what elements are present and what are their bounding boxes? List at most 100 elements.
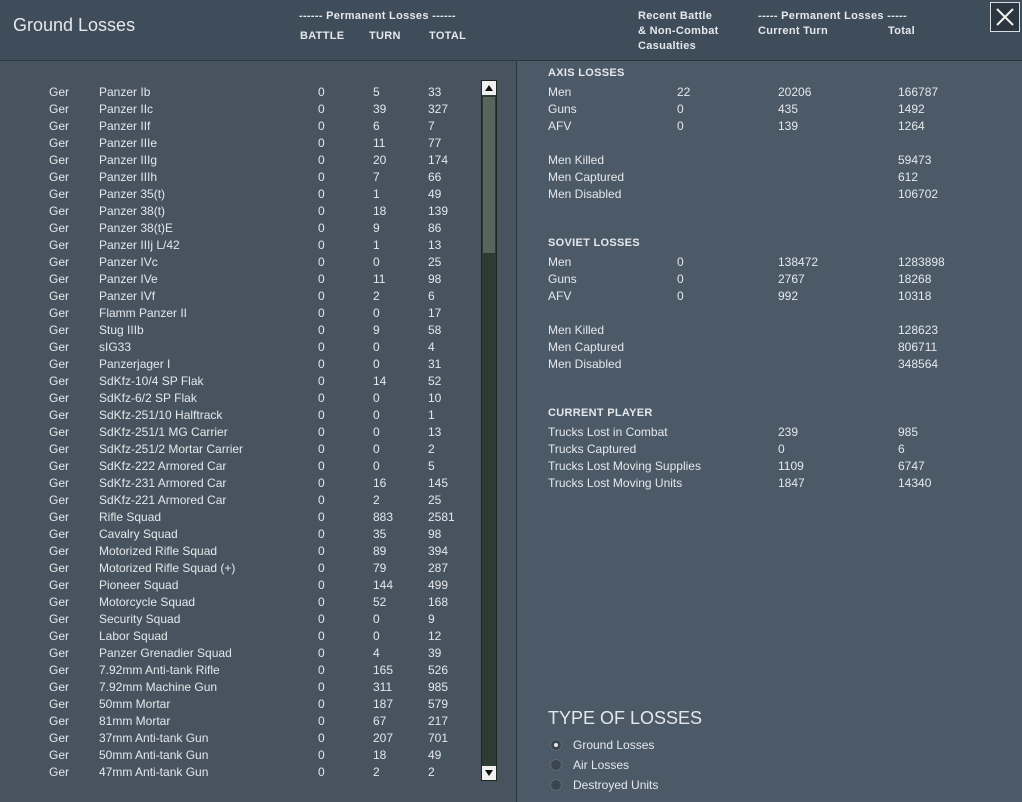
loss-label: Guns: [548, 272, 577, 286]
loss-value: 1283898: [898, 255, 945, 269]
truck-value: 1109: [778, 459, 804, 473]
battle-loss: 0: [318, 374, 325, 388]
total-loss: 9: [428, 612, 435, 626]
total-loss: 174: [428, 153, 449, 167]
battle-loss: 0: [318, 170, 325, 184]
side: Ger: [49, 408, 70, 422]
turn-loss: 18: [373, 204, 387, 218]
casualty-label: Men Disabled: [548, 187, 622, 201]
side: Ger: [49, 680, 70, 694]
loss-type-option[interactable]: Ground Losses: [573, 738, 655, 752]
column-header: TURN: [369, 30, 401, 42]
battle-loss: 0: [318, 272, 325, 286]
unit-name: 7.92mm Anti-tank Rifle: [99, 663, 220, 677]
section-title: SOVIET LOSSES: [548, 237, 640, 249]
side: Ger: [49, 425, 70, 439]
unit-name: 50mm Anti-tank Gun: [99, 748, 209, 762]
battle-loss: 0: [318, 493, 325, 507]
scroll-up[interactable]: [482, 81, 496, 95]
side: Ger: [49, 765, 70, 779]
turn-loss: 14: [373, 374, 387, 388]
column-header: Recent Battle: [638, 10, 713, 22]
side: Ger: [49, 102, 70, 116]
turn-loss: 16: [373, 476, 387, 490]
total-loss: 77: [428, 136, 442, 150]
turn-loss: 187: [373, 697, 394, 711]
section-title: CURRENT PLAYER: [548, 407, 653, 419]
loss-value: 0: [677, 102, 684, 116]
turn-loss: 52: [373, 595, 387, 609]
battle-loss: 0: [318, 425, 325, 439]
truck-label: Trucks Lost Moving Supplies: [548, 459, 701, 473]
side: Ger: [49, 306, 70, 320]
radio-button[interactable]: [550, 739, 562, 751]
battle-loss: 0: [318, 612, 325, 626]
turn-loss: 0: [373, 306, 380, 320]
total-loss: 98: [428, 272, 442, 286]
turn-loss: 0: [373, 408, 380, 422]
unit-name: SdKfz-251/2 Mortar Carrier: [99, 442, 244, 456]
side: Ger: [49, 663, 70, 677]
truck-label: Trucks Lost Moving Units: [548, 476, 683, 490]
scroll-down[interactable]: [482, 766, 496, 780]
total-loss: 499: [428, 578, 449, 592]
total-loss: 145: [428, 476, 449, 490]
truck-value: 6747: [898, 459, 925, 473]
side: Ger: [49, 289, 70, 303]
radio-button[interactable]: [550, 759, 562, 771]
truck-value: 6: [898, 442, 905, 456]
casualty-value: 106702: [898, 187, 939, 201]
turn-loss: 35: [373, 527, 387, 541]
turn-loss: 0: [373, 629, 380, 643]
total-loss: 17: [428, 306, 442, 320]
side: Ger: [49, 697, 70, 711]
turn-loss: 144: [373, 578, 394, 592]
unit-name: Panzer IVe: [99, 272, 158, 286]
unit-name: 50mm Mortar: [99, 697, 171, 711]
casualty-value: 348564: [898, 357, 939, 371]
unit-name: Cavalry Squad: [99, 527, 178, 541]
side: Ger: [49, 578, 70, 592]
unit-name: Rifle Squad: [99, 510, 162, 524]
truck-value: 0: [778, 442, 785, 456]
side: Ger: [49, 136, 70, 150]
loss-type-option[interactable]: Air Losses: [573, 758, 630, 772]
battle-loss: 0: [318, 119, 325, 133]
scrollbar[interactable]: [481, 80, 497, 781]
battle-loss: 0: [318, 136, 325, 150]
up-arrow-icon: [485, 85, 493, 91]
unit-name: Panzerjager I: [99, 357, 171, 371]
total-loss: 66: [428, 170, 442, 184]
column-header: Current Turn: [758, 25, 829, 37]
casualty-label: Men Killed: [548, 323, 605, 337]
total-loss: 6: [428, 289, 435, 303]
loss-type-option[interactable]: Destroyed Units: [573, 778, 659, 792]
turn-loss: 2: [373, 289, 380, 303]
side: Ger: [49, 544, 70, 558]
unit-name: Panzer 38(t): [99, 204, 166, 218]
summary-panel: [517, 61, 1022, 802]
turn-loss: 67: [373, 714, 387, 728]
battle-loss: 0: [318, 765, 325, 779]
unit-name: Panzer IIIg: [99, 153, 158, 167]
unit-name: SdKfz-251/10 Halftrack: [99, 408, 223, 422]
battle-loss: 0: [318, 476, 325, 490]
scroll-thumb[interactable]: [483, 97, 495, 253]
side: Ger: [49, 510, 70, 524]
total-loss: 12: [428, 629, 442, 643]
turn-loss: 9: [373, 323, 380, 337]
close-button[interactable]: [990, 2, 1020, 32]
unit-name: Pioneer Squad: [99, 578, 179, 592]
screen-title: Ground Losses: [13, 15, 136, 35]
loss-value: 166787: [898, 85, 939, 99]
total-loss: 985: [428, 680, 449, 694]
column-header: BATTLE: [300, 30, 345, 42]
total-loss: 58: [428, 323, 442, 337]
loss-value: 138472: [778, 255, 819, 269]
turn-loss: 883: [373, 510, 394, 524]
radio-button[interactable]: [550, 779, 562, 791]
battle-loss: 0: [318, 221, 325, 235]
turn-loss: 311: [373, 680, 393, 694]
header-bar: [0, 0, 1022, 61]
